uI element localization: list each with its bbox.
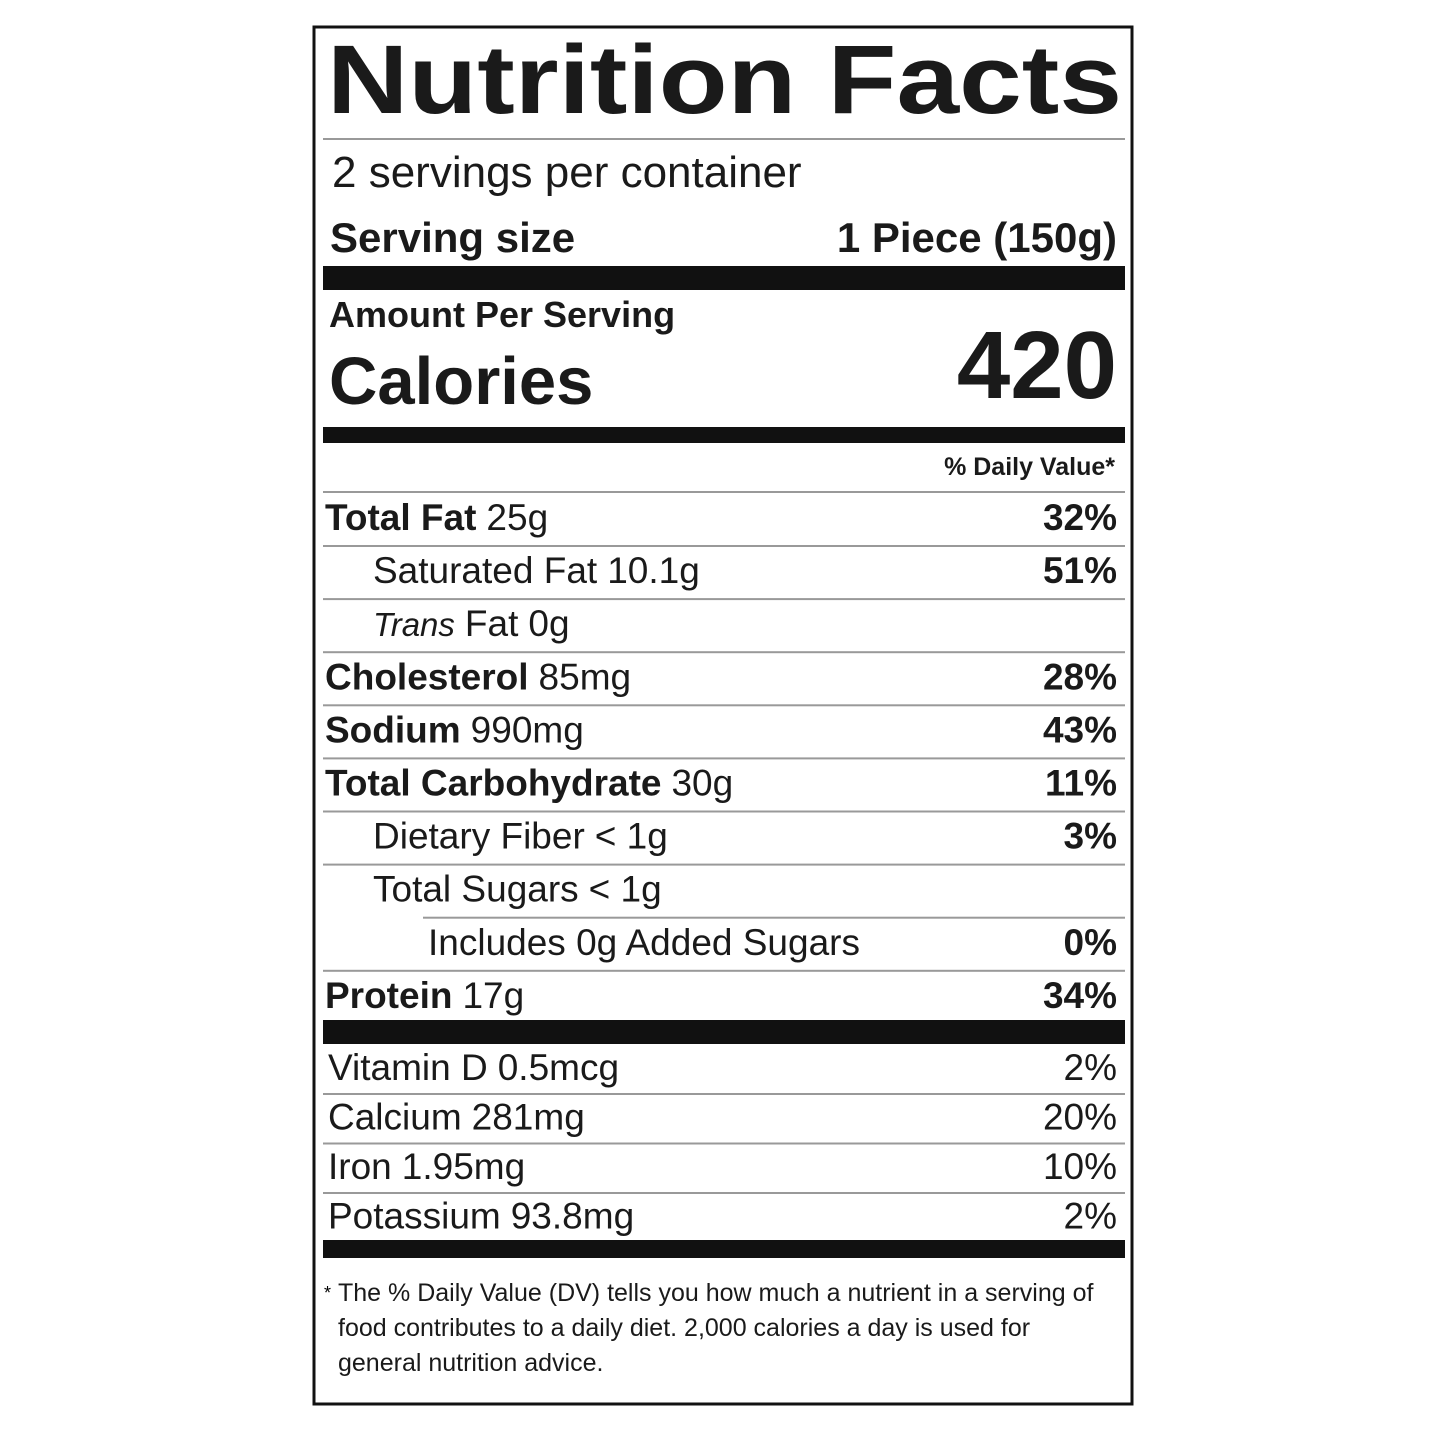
vitamin-dv: 2%: [1064, 1047, 1117, 1088]
nutrient-amount: 17g: [462, 975, 524, 1016]
footnote: The % Daily Value (DV) tells you how muc…: [338, 1279, 1094, 1377]
nutrient-row: Cholesterol 85mg: [325, 656, 631, 697]
thick-rule: [323, 427, 1125, 443]
nutrient-name: Sodium: [325, 709, 461, 750]
vitamin-dv: 2%: [1064, 1196, 1117, 1237]
rule: [323, 1192, 1125, 1194]
nutrient-dv: 11%: [1045, 763, 1117, 804]
nutrient-row: Sodium 990mg: [325, 709, 584, 750]
vitamin-row: Iron 1.95mg: [328, 1146, 525, 1187]
nutrient-row: Total Carbohydrate 30g: [325, 763, 733, 804]
rule: [323, 491, 1125, 493]
nutrient-row: Protein 17g: [325, 975, 524, 1016]
rule: [323, 757, 1125, 760]
vitamin-amount: 281mg: [472, 1097, 585, 1138]
nutrient-row: Total Fat 25g: [325, 497, 548, 538]
nutrient-amount: < 1g: [589, 869, 662, 910]
vitamin-name: Iron: [328, 1146, 392, 1187]
serving-size-value: 1 Piece (150g): [837, 214, 1117, 261]
rule: [423, 916, 1125, 919]
thick-rule: [323, 1240, 1125, 1258]
title: Nutrition Facts: [327, 25, 1122, 134]
nutrient-row: Includes 0g Added Sugars: [428, 922, 860, 963]
rule: [323, 1142, 1125, 1145]
rule: [323, 969, 1125, 972]
nutrient-amount: 0g: [528, 603, 569, 644]
nutrient-name: Total Carbohydrate: [325, 763, 661, 804]
footnote-mark: *: [324, 1283, 332, 1303]
label-border: [312, 25, 1134, 1406]
rule: [323, 598, 1125, 601]
nutrient-name: Total Fat: [325, 497, 476, 538]
calories-label: Calories: [329, 344, 593, 419]
nutrient-row: Dietary Fiber < 1g: [373, 816, 668, 857]
vitamin-amount: 1.95mg: [402, 1146, 525, 1187]
nutrient-name: Includes 0g Added Sugars: [428, 922, 860, 963]
vitamin-dv: 20%: [1043, 1097, 1117, 1138]
nutrient-amount: 990mg: [471, 709, 584, 750]
rule: [323, 810, 1125, 813]
nutrient-row: Total Sugars < 1g: [373, 869, 662, 910]
vitamin-name: Potassium: [328, 1196, 501, 1237]
nutrient-dv: 51%: [1043, 550, 1117, 591]
vitamin-row: Vitamin D 0.5mcg: [328, 1047, 619, 1088]
rule: [323, 138, 1125, 140]
nutrient-amount: 85mg: [539, 656, 632, 697]
vitamin-name: Vitamin D: [328, 1047, 488, 1088]
rule: [323, 651, 1125, 654]
nutrient-name: Total Sugars: [373, 869, 579, 910]
vitamin-dv: 10%: [1043, 1146, 1117, 1187]
serving-size-label: Serving size: [330, 214, 575, 261]
nutrient-name: Fat: [465, 603, 519, 644]
thick-rule: [323, 1020, 1125, 1044]
nutrient-name: Protein: [325, 975, 452, 1016]
servings: 2 servings per container: [332, 148, 802, 197]
vitamin-name: Calcium: [328, 1097, 462, 1138]
nutrient-amount: < 1g: [595, 816, 668, 857]
rule: [323, 1093, 1125, 1095]
vitamin-row: Calcium 281mg: [328, 1097, 585, 1138]
nutrient-dv: 34%: [1043, 975, 1117, 1016]
nutrient-name: Dietary Fiber: [373, 816, 585, 857]
nutrient-dv: 28%: [1043, 656, 1117, 697]
dv-header: % Daily Value*: [944, 453, 1115, 481]
nutrient-amount: 30g: [671, 763, 733, 804]
nutrient-name: Saturated Fat: [373, 550, 598, 591]
nutrient-row: Trans Fat 0g: [373, 603, 570, 644]
nutrient-dv: 32%: [1043, 497, 1117, 538]
thick-rule: [323, 266, 1125, 290]
vitamin-amount: 93.8mg: [511, 1196, 634, 1237]
nutrient-dv: 0%: [1064, 922, 1117, 963]
rule: [323, 863, 1125, 866]
rule: [323, 704, 1125, 707]
nutrient-dv: 3%: [1064, 816, 1117, 857]
nutrient-amount: 25g: [486, 497, 548, 538]
nutrient-dv: 43%: [1043, 709, 1117, 750]
nutrient-amount: 10.1g: [607, 550, 700, 591]
amount-per-serving: Amount Per Serving: [329, 294, 675, 335]
vitamin-row: Potassium 93.8mg: [328, 1196, 634, 1237]
nutrient-row: Saturated Fat 10.1g: [373, 550, 700, 591]
nutrient-prefix: Trans: [373, 606, 455, 643]
rule: [323, 545, 1125, 547]
nutrient-name: Cholesterol: [325, 656, 529, 697]
vitamin-amount: 0.5mcg: [498, 1047, 619, 1088]
calories-value: 420: [957, 312, 1117, 419]
